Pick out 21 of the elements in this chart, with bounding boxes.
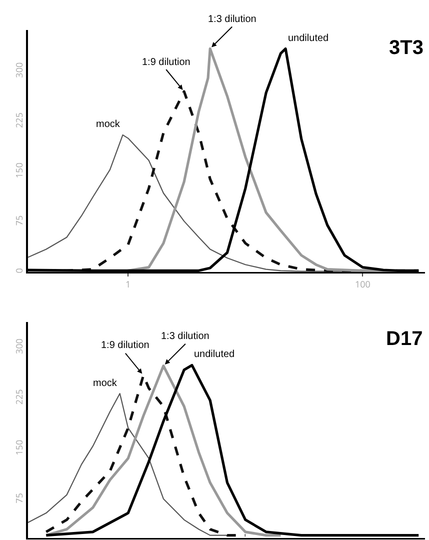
y-tick-label: 150 [12, 440, 26, 456]
y-tick-label: 225 [12, 389, 26, 405]
text: 1:9 dilution [101, 340, 150, 351]
series-label: undiluted [194, 349, 235, 360]
text: 1:3 dilution [208, 14, 256, 25]
series-label: undiluted [288, 33, 329, 44]
text: 1:9 dilution [142, 57, 190, 68]
x-tick-label: 1 [126, 277, 131, 290]
text: 1:3 dilution [161, 331, 210, 342]
y-tick-label: 150 [12, 162, 26, 178]
y-tick-label: 300 [12, 62, 26, 78]
y-tick-label: 75 [12, 493, 26, 504]
x-tick-label: 100 [354, 277, 370, 290]
series-label: mock [93, 378, 118, 389]
y-tick-label: 225 [12, 112, 26, 128]
chart-title: 3T3 [389, 37, 424, 59]
y-tick-label: 75 [12, 215, 26, 226]
chart-title: D17 [386, 328, 423, 350]
y-tick-label: 300 [12, 338, 26, 354]
series-label: mock [96, 119, 121, 130]
y-tick-label: 0 [12, 268, 26, 274]
